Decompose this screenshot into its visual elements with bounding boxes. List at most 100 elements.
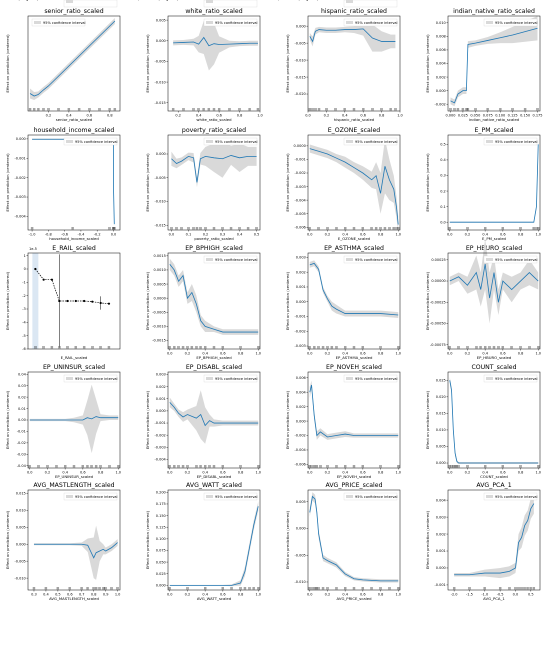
confidence-band (169, 258, 259, 335)
y-tick-label: 0.00000 (431, 279, 445, 283)
x-tick-label: 1.0 (115, 593, 121, 597)
x-tick-label: 0.5 (254, 233, 260, 237)
legend-box (203, 374, 258, 383)
x-tick-label: 0.4 (342, 352, 348, 356)
x-tick-label: 0.8 (378, 471, 384, 475)
y-tick-label: -0.003 (295, 185, 306, 189)
y-tick-label: 0.005 (16, 525, 26, 529)
rug-marks (32, 587, 119, 590)
y-tick-label: 0.03 (18, 384, 26, 388)
rug-marks (308, 587, 400, 590)
y-tick-label: 0.004 (436, 62, 447, 66)
y-tick-label: -0.010 (155, 80, 166, 84)
legend-swatch (486, 21, 493, 24)
y-tick-label: 0.002 (156, 0, 166, 1)
y-tick-label: 0.001 (156, 397, 166, 401)
confidence-band (449, 376, 539, 465)
legend-box (343, 137, 398, 146)
y-tick-label: -0.020 (295, 92, 306, 96)
y-tick-label: -0.001 (155, 0, 166, 1)
y-tick-label: 1 (24, 254, 26, 258)
y-tick-label: 0.3 (440, 174, 446, 178)
x-tick-label: 0.8 (238, 352, 244, 356)
y-tick-label: -0.006 (295, 463, 306, 467)
x-tick-label: 0.8 (378, 233, 384, 237)
y-tick-label: 0.0 (440, 220, 446, 224)
subplot-senior_ratio_scaled: senior_ratio_scaled 0.2 0.4 0.6 0.8 senior_ra… (5, 8, 121, 122)
x-axis-label: E_PM_scaled (482, 236, 507, 241)
legend-box (483, 255, 538, 264)
x-tick-label: 0.8 (238, 471, 244, 475)
x-tick-label: 0.2 (325, 352, 331, 356)
x-tick-label: 0 (199, 0, 201, 1)
y-tick-label: -5 (22, 334, 26, 338)
effect-line (309, 262, 399, 316)
y-tick-label: 0.006 (296, 376, 306, 380)
y-tick-label: -2 (22, 294, 26, 298)
y-tick-label: 0.000 (436, 89, 446, 93)
y-tick-label: 0.000 (16, 542, 26, 546)
rug-marks (308, 346, 400, 349)
y-tick-label: 0.002 (296, 0, 306, 1)
x-tick-label: 0.8 (378, 593, 384, 597)
legend-swatch (206, 140, 213, 143)
x-tick-label: -0.5 (497, 593, 504, 597)
legend-box (203, 492, 258, 501)
y-tick-label: 0.05 (18, 0, 26, 1)
y-tick-label: -0.005 (155, 60, 166, 64)
effect-point (91, 300, 94, 303)
y-axis-label: Effect on prediction (centered) (145, 271, 150, 330)
x-tick-label: 1.0 (115, 471, 121, 475)
y-tick-label: -0.003 (295, 344, 306, 348)
effect-line (33, 542, 118, 559)
x-tick-label: 0.1 (186, 233, 192, 237)
subplot-title: poverty_ratio_scaled (182, 127, 246, 134)
confidence-band (309, 492, 399, 583)
y-tick-label: -0.00075 (430, 343, 446, 347)
legend: 95% confidence interval (203, 0, 258, 8)
subplot-white_ratio_scaled: white_ratio_scaled 0.2 0.4 0.6 0.8 1.0 0.005 0.… (145, 8, 263, 122)
y-axis-label: Effect on prediction (centered) (285, 390, 290, 449)
x-tick-label: 1.0 (397, 114, 403, 118)
category-shade (32, 253, 39, 349)
rug-marks (28, 108, 116, 111)
y-tick-label: 0.002 (296, 270, 306, 274)
legend-swatch (346, 258, 353, 261)
effect-point (42, 278, 45, 281)
axes-frame (167, 371, 261, 469)
x-tick-label: 0.0 (307, 233, 313, 237)
x-axis-label: AVG_WATT_scaled (197, 596, 232, 601)
axes-frame (167, 134, 261, 231)
y-tick-label: 0.000 (156, 39, 166, 43)
legend-label: 95% confidence interval (75, 0, 118, 1)
y-tick-label: -0.002 (155, 433, 166, 437)
legend: 95% confidence interval (63, 0, 118, 8)
axes-frame (27, 252, 121, 350)
y-tick-label: 0.008 (436, 35, 446, 39)
subplot-hispanic_ratio_scaled: hispanic_ratio_scaled 0.0 0.2 0.4 0.6 0.8 1.0 0… (285, 8, 403, 122)
y-tick-label: 0.000 (436, 461, 446, 465)
effect-point (74, 299, 77, 303)
x-tick-label: 0.6 (80, 471, 86, 475)
rug-marks (34, 346, 111, 349)
axes-frame (307, 489, 401, 591)
legend: 95% confidence interval (343, 255, 398, 264)
legend-box (483, 137, 538, 146)
legend-box (203, 0, 258, 8)
y-tick-label: -0.010 (295, 580, 306, 584)
x-tick-label: 0.050 (470, 114, 480, 118)
legend: 95% confidence interval (483, 374, 538, 383)
subplot-AVG_MASTLENGTH_scaled: AVG_MASTLENGTH_scaled 0.3 0.4 0.5 0.6 0.7 0.8 0… (5, 482, 120, 601)
axes-frame (307, 15, 401, 112)
y-tick-label: -0.003 (155, 446, 166, 450)
y-tick-label: -0.0010 (152, 325, 166, 329)
confidence-band (449, 238, 539, 324)
x-tick-label: 0.6 (216, 114, 222, 118)
y-axis-label: Effect on prediction (centered) (425, 153, 430, 212)
y-tick-label: -0.0005 (152, 310, 166, 314)
x-axis-label: COUNT_scaled (480, 474, 508, 479)
rug-marks (28, 465, 120, 468)
y-axis-label: Effect on prediction (centered) (5, 510, 10, 569)
y-axis-label: Effect on prediction (centered) (425, 510, 430, 569)
legend-swatch (346, 0, 353, 3)
